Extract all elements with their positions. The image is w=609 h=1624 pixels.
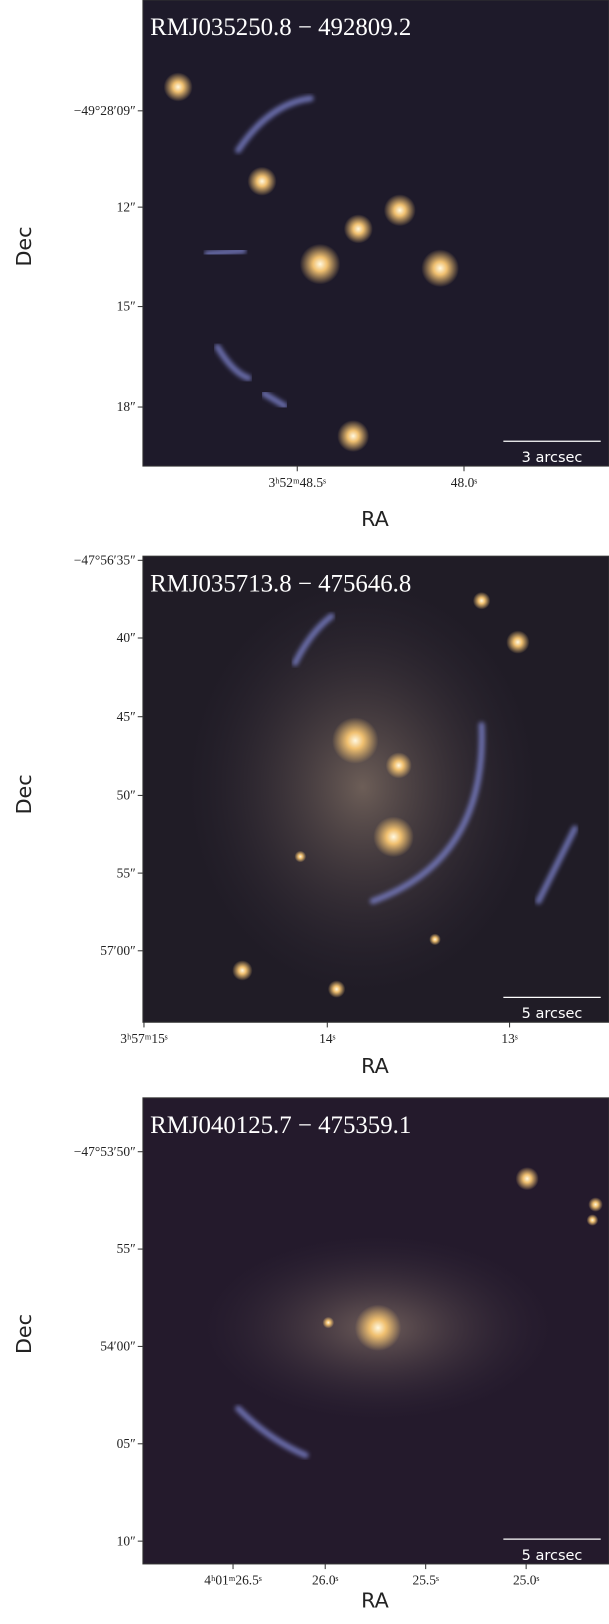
galaxy bbox=[473, 592, 490, 609]
galaxy bbox=[516, 1167, 539, 1190]
y-tick-label: 45″ bbox=[117, 709, 136, 724]
y-tick-label: 18″ bbox=[117, 399, 136, 414]
y-tick-label: 15″ bbox=[117, 299, 136, 314]
panel-title: RMJ040125.7 − 475359.1 bbox=[150, 1112, 411, 1139]
panel: RMJ035250.8 − 492809.2 3 arcsec −49°28′09″… bbox=[12, 0, 609, 531]
galaxy bbox=[429, 934, 441, 946]
x-axis-label: RA bbox=[361, 1054, 389, 1078]
y-tick-label: 05″ bbox=[117, 1436, 136, 1451]
y-tick-label: 55″ bbox=[117, 865, 136, 880]
y-axis-label: Dec bbox=[12, 1314, 36, 1354]
y-tick-label: 12″ bbox=[117, 199, 136, 214]
galaxy bbox=[332, 717, 378, 763]
sky-image bbox=[143, 0, 609, 466]
panel: RMJ040125.7 − 475359.1 5 arcsec −47°53′50″… bbox=[12, 1098, 609, 1613]
y-tick-label: 55″ bbox=[117, 1241, 136, 1256]
y-axis-label: Dec bbox=[12, 774, 36, 814]
y-tick-label: 50″ bbox=[117, 788, 136, 803]
galaxy bbox=[337, 420, 369, 452]
galaxy bbox=[328, 980, 345, 997]
galaxy bbox=[355, 1305, 401, 1351]
y-tick-label: 54′00″ bbox=[100, 1339, 135, 1354]
y-tick-label: 10″ bbox=[117, 1533, 136, 1548]
galaxy bbox=[506, 631, 529, 654]
x-tick-label: 26.0ˢ bbox=[312, 1573, 339, 1588]
scale-label: 5 arcsec bbox=[522, 1006, 583, 1022]
x-tick-label: 3ʰ52ᵐ48.5ˢ bbox=[269, 475, 327, 490]
x-tick-label: 4ʰ01ᵐ26.5ˢ bbox=[204, 1573, 262, 1588]
x-tick-label: 48.0ˢ bbox=[451, 475, 478, 490]
galaxy bbox=[587, 1214, 599, 1226]
x-axis-label: RA bbox=[361, 1588, 389, 1612]
lensed-arc bbox=[207, 251, 243, 254]
y-tick-label: −49°28′09″ bbox=[74, 103, 136, 118]
y-tick-label: −47°53′50″ bbox=[74, 1144, 136, 1159]
x-tick-label: 14ˢ bbox=[319, 1031, 335, 1046]
panel-title: RMJ035713.8 − 475646.8 bbox=[150, 570, 411, 597]
galaxy bbox=[384, 194, 416, 226]
galaxy-halo bbox=[186, 580, 538, 994]
galaxy bbox=[164, 73, 193, 102]
x-axis-label: RA bbox=[361, 507, 389, 531]
galaxy bbox=[373, 817, 414, 858]
galaxy bbox=[232, 960, 252, 980]
galaxy bbox=[421, 249, 459, 287]
galaxy bbox=[300, 244, 341, 285]
panel-title: RMJ035250.8 − 492809.2 bbox=[150, 14, 411, 41]
x-tick-label: 25.0ˢ bbox=[513, 1573, 540, 1588]
galaxy bbox=[386, 752, 412, 778]
scale-label: 3 arcsec bbox=[522, 450, 583, 466]
galaxy bbox=[588, 1197, 603, 1212]
scale-label: 5 arcsec bbox=[522, 1548, 583, 1564]
galaxy bbox=[323, 1317, 335, 1329]
y-tick-label: 40″ bbox=[117, 630, 136, 645]
y-tick-label: −47°56′35″ bbox=[74, 552, 136, 567]
figure: RMJ035250.8 − 492809.2 3 arcsec −49°28′09″… bbox=[0, 0, 609, 1624]
x-tick-label: 25.5ˢ bbox=[412, 1573, 439, 1588]
y-tick-label: 57′00″ bbox=[100, 943, 135, 958]
galaxy bbox=[344, 214, 373, 243]
galaxy bbox=[295, 851, 307, 863]
galaxy bbox=[248, 167, 277, 196]
y-axis-label: Dec bbox=[12, 226, 36, 266]
x-tick-label: 13ˢ bbox=[501, 1031, 517, 1046]
x-tick-label: 3ʰ57ᵐ15ˢ bbox=[120, 1031, 168, 1046]
panel: RMJ035713.8 − 475646.8 5 arcsec −47°56′35″… bbox=[12, 552, 609, 1078]
